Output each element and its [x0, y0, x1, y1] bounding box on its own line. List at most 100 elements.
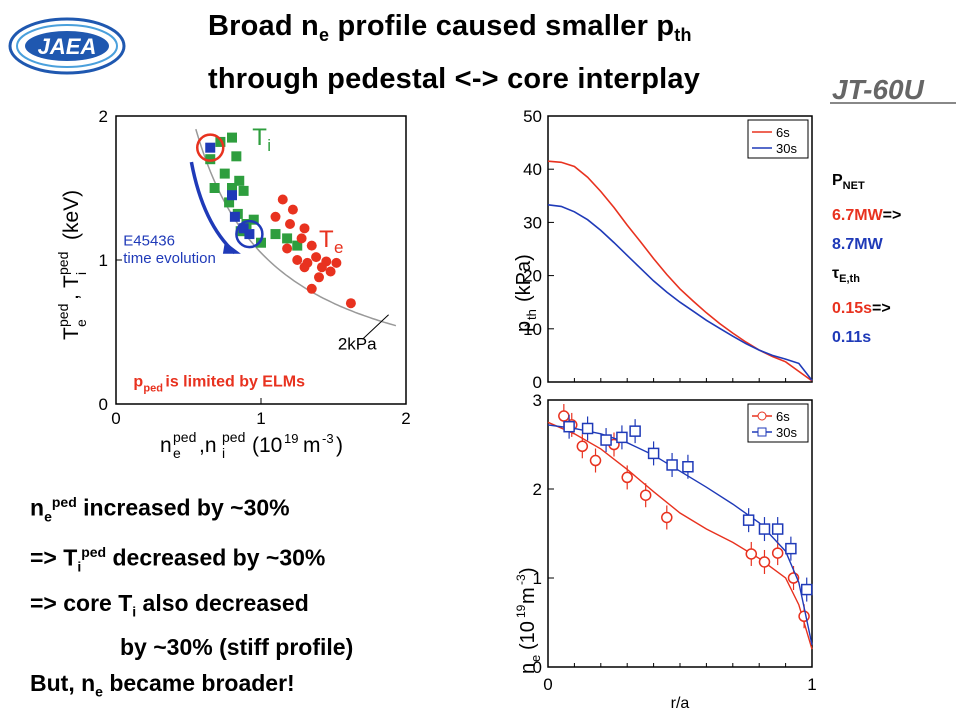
- ne-point-6s: [589, 454, 602, 467]
- isobar-pointer: [362, 314, 389, 340]
- svg-text:e: e: [528, 655, 543, 662]
- panel-1-y-tick-label: 0: [533, 373, 542, 392]
- svg-text:p: p: [513, 321, 535, 332]
- ti-point: [270, 229, 281, 240]
- svg-text:n: n: [517, 663, 539, 674]
- ti-point: [215, 136, 226, 147]
- ti-highlight-point: [205, 142, 216, 153]
- svg-text:-3: -3: [514, 574, 528, 585]
- ti-point: [238, 185, 249, 196]
- svg-text:ped: ped: [222, 429, 245, 445]
- ne-point-30s: [771, 523, 784, 535]
- te-point: [306, 240, 317, 251]
- isobar-curve: [195, 128, 397, 327]
- legend-label-6s: 6s: [776, 125, 790, 140]
- ne-fit-30s: [547, 424, 813, 645]
- ne-point-6s: [798, 610, 810, 623]
- elm-limit-p: p: [133, 374, 143, 391]
- panel-1-y-tick-label: 20: [523, 267, 542, 286]
- scatter-y-tick-label: 1: [99, 251, 108, 270]
- ti-highlight-point: [244, 229, 255, 240]
- te-point: [292, 255, 303, 265]
- ti-point: [292, 240, 303, 251]
- ti-point: [234, 175, 245, 186]
- panel-2-y-tick-label: 1: [533, 569, 542, 588]
- scatter-y-tick-label: 2: [99, 107, 108, 126]
- svg-text:i: i: [222, 445, 225, 461]
- tau-arrow: =>: [872, 300, 891, 318]
- ra-xlabel: r/a: [671, 695, 690, 712]
- svg-text:m: m: [517, 587, 539, 604]
- ti-highlight-point: [229, 211, 240, 222]
- svg-text:(10: (10: [252, 434, 282, 457]
- te-point: [296, 233, 307, 244]
- te-point: [282, 243, 293, 254]
- summary-bullets: neped increased by ~30% => Tiped decreas…: [30, 484, 353, 710]
- scatter-ylabel: T ped e , T ped i (keV): [55, 190, 89, 340]
- ne-point-6s: [558, 410, 570, 422]
- highlight-circle: [235, 219, 264, 249]
- svg-text:ped: ped: [173, 429, 196, 445]
- panel-2-y-tick-label: 2: [533, 480, 542, 499]
- te-point: [287, 204, 298, 215]
- svg-text:(10: (10: [517, 621, 539, 650]
- panel-2-y-tick-label: 0: [533, 658, 542, 677]
- te-point: [314, 272, 324, 283]
- ti-point: [282, 233, 293, 244]
- svg-text:19: 19: [514, 604, 528, 618]
- panel-1-y-tick-label: 10: [523, 320, 542, 339]
- bullet-1: neped increased by ~30%: [30, 494, 290, 525]
- ne-x-tick-label: 1: [807, 675, 816, 694]
- time-evolution-arrowhead: [222, 241, 241, 254]
- power-confinement-panel: PNET 6.7MW=> 8.7MW τE,th 0.15s=> 0.11s: [832, 172, 902, 347]
- ti-highlight-point: [227, 190, 237, 201]
- svg-text:T: T: [60, 327, 83, 340]
- elm-limit-sub: ped: [143, 383, 163, 395]
- device-label: JT-60U: [832, 74, 924, 105]
- legend-box-1: [747, 119, 809, 159]
- pth-ylabel: p th (kPa): [513, 254, 539, 332]
- svg-text:e: e: [73, 319, 89, 327]
- scatter-x-tick-label: 1: [256, 409, 265, 428]
- ne-point-6s: [639, 489, 652, 501]
- bullet-3: => core Ti also decreased: [30, 589, 309, 620]
- svg-text:JAEA: JAEA: [38, 34, 97, 59]
- ne-point-30s: [666, 459, 678, 471]
- svg-text:ped: ped: [55, 252, 71, 275]
- ne-point-30s: [563, 420, 575, 433]
- ti-point: [205, 154, 216, 165]
- te-label-sub: e: [334, 238, 343, 257]
- legend-marker-6s: [757, 411, 767, 421]
- svg-text:ped: ped: [55, 304, 71, 327]
- svg-text:,: ,: [60, 294, 83, 300]
- te-point: [321, 256, 332, 267]
- ti-point: [256, 237, 266, 248]
- ne-point-6s: [661, 511, 673, 524]
- te-point: [299, 223, 310, 234]
- svg-text:,n: ,n: [199, 434, 217, 457]
- panel-1-y-tick-label: 40: [523, 160, 542, 179]
- bullet-2: => Tiped decreased by ~30%: [30, 544, 326, 575]
- pth-line-6s: [547, 160, 813, 382]
- ne-ylabel: n e (10 19 m -3 ): [514, 567, 543, 674]
- svg-text:e: e: [173, 445, 181, 461]
- svg-text:T: T: [60, 275, 83, 288]
- svg-text:): ): [517, 567, 539, 574]
- panel-2-y-tick-label: 3: [533, 391, 542, 410]
- ti-point: [227, 183, 237, 193]
- annotation-evolution: time evolution: [123, 250, 216, 267]
- svg-text:): ): [336, 434, 343, 457]
- svg-text:19: 19: [284, 431, 298, 446]
- svg-text:(keV): (keV): [60, 190, 83, 240]
- svg-text:i: i: [73, 272, 89, 275]
- svg-text:(kPa): (kPa): [513, 254, 535, 302]
- legend-label-30s: 30s: [776, 141, 797, 156]
- ne-point-30s: [647, 447, 660, 460]
- ne-point-6s: [771, 547, 784, 559]
- te-point: [270, 211, 281, 222]
- ne-point-30s: [616, 431, 628, 444]
- bullet-4: But, ne became broader!: [30, 670, 295, 700]
- scatter-xlabel: n ped e ,n ped i (10 19 m -3 ): [160, 429, 343, 461]
- ne-point-6s: [745, 548, 758, 560]
